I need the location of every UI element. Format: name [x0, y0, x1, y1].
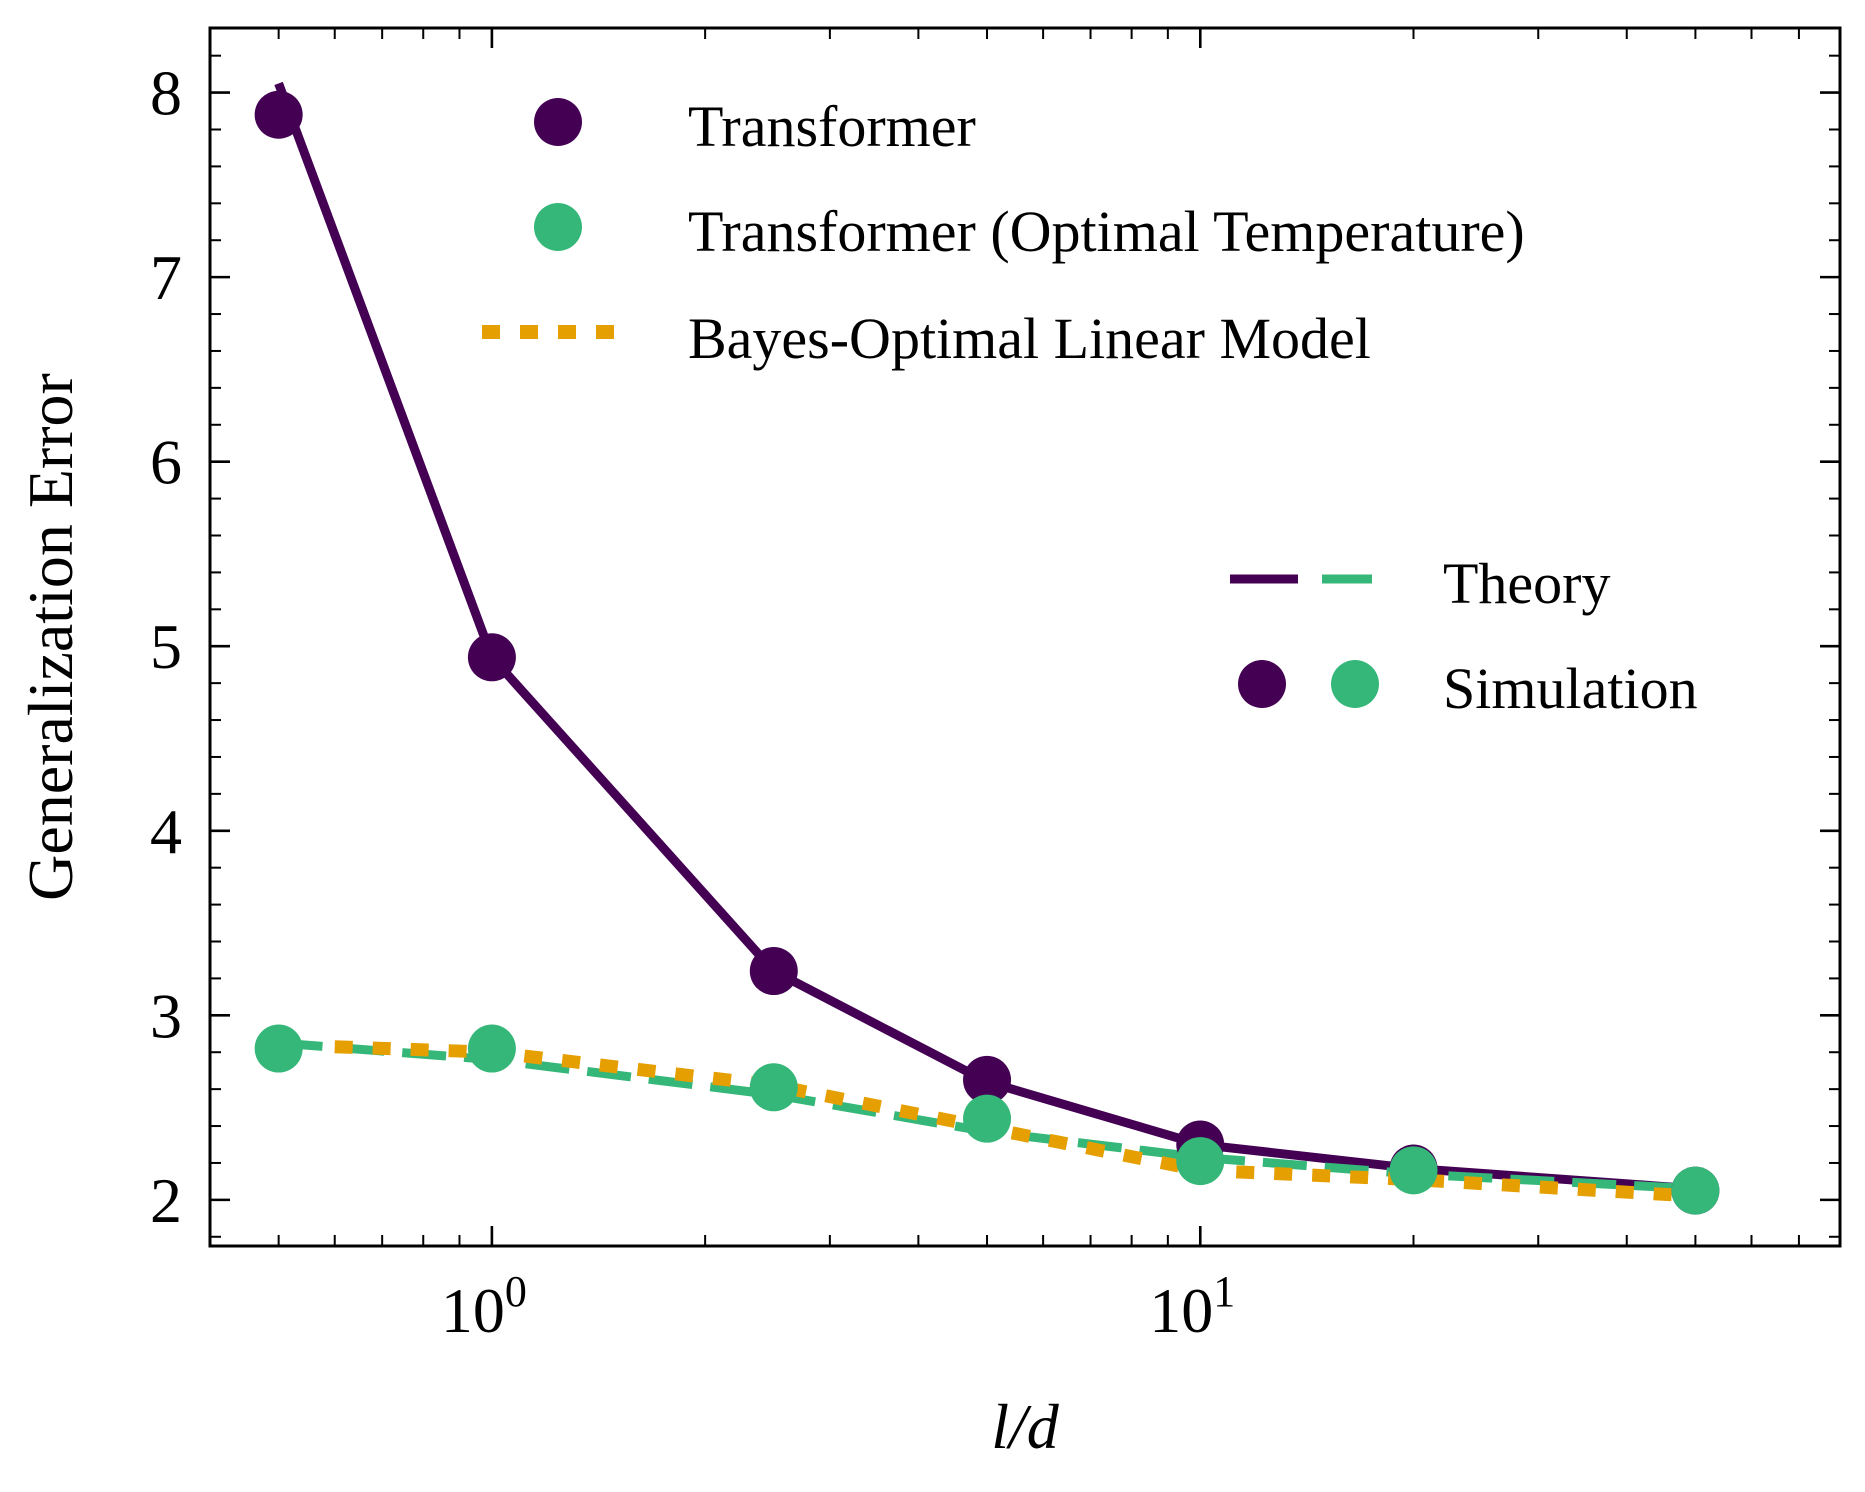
legend-label: Transformer: [688, 94, 976, 159]
y-axis-label: Generalization Error: [15, 373, 86, 901]
y-tick-label: 6: [150, 427, 182, 498]
series-point: [254, 1024, 303, 1073]
series-point: [467, 1024, 516, 1073]
legend-label: Theory: [1443, 551, 1611, 616]
y-tick-label: 3: [150, 980, 182, 1051]
legend-marker: [1331, 660, 1379, 708]
y-tick-labels: 2 3 4 5 6 7 8: [150, 58, 182, 1236]
series-point: [1176, 1137, 1225, 1186]
series-point: [254, 90, 303, 139]
y-tick-label: 4: [150, 796, 182, 867]
series-point: [749, 947, 798, 996]
series-point: [467, 633, 516, 682]
y-tick-label: 2: [150, 1165, 182, 1236]
x-tick-label: 101: [1149, 1267, 1235, 1346]
ticks-layer: [209, 28, 1841, 1246]
legend-marker: [1238, 660, 1286, 708]
legend-label: Transformer (Optimal Temperature): [688, 199, 1525, 264]
legend-main: Transformer Transformer (Optimal Temperat…: [482, 94, 1525, 371]
y-tick-label: 8: [150, 58, 182, 129]
series-point: [1671, 1166, 1720, 1215]
plot-frame: [208, 26, 1842, 1248]
series-point: [963, 1055, 1012, 1104]
x-tick-label: 100: [441, 1267, 527, 1346]
x-tick-labels: 100 101: [441, 1267, 1235, 1346]
y-tick-label: 5: [150, 611, 182, 682]
legend-label: Bayes-Optimal Linear Model: [688, 306, 1371, 371]
legend-marker: [534, 203, 582, 251]
legend-label: Simulation: [1443, 656, 1698, 721]
series-point: [963, 1094, 1012, 1143]
y-tick-label: 7: [150, 242, 182, 313]
legend-style: Theory Simulation: [1230, 551, 1698, 721]
series-point: [1389, 1146, 1438, 1195]
series-point: [749, 1063, 798, 1112]
x-axis-label: l/d: [991, 1391, 1060, 1462]
legend-marker: [534, 98, 582, 146]
plot-layer: [254, 81, 1720, 1215]
